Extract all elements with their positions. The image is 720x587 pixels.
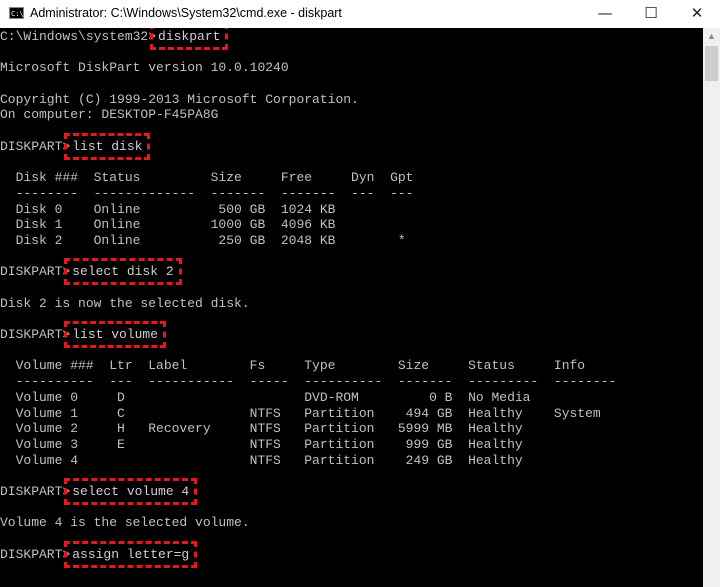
console-output[interactable]: C:\Windows\system32> diskpart Microsoft Di…: [0, 28, 703, 587]
output-line: ---------- --- ----------- ----- -------…: [0, 374, 617, 390]
highlighted-command: select disk 2: [64, 258, 182, 286]
prompt: DISKPART>: [0, 483, 71, 499]
prompt: DISKPART>: [0, 327, 71, 343]
window-title: Administrator: C:\Windows\System32\cmd.e…: [30, 6, 342, 20]
scroll-up-icon[interactable]: ▲: [707, 31, 716, 41]
output-line: Disk ### Status Size Free Dyn Gpt: [0, 170, 414, 186]
command-line: DISKPART> list volume: [0, 321, 616, 349]
prompt: C:\Windows\system32>: [0, 29, 157, 44]
cmd-icon: C:\: [9, 7, 24, 19]
output-line: [0, 45, 616, 61]
command-line: DISKPART> assign letter=g: [0, 540, 616, 568]
highlighted-command: list disk: [64, 132, 151, 160]
console-lines: C:\Windows\system32> diskpart Microsoft Di…: [0, 28, 617, 568]
prompt: DISKPART>: [0, 546, 71, 562]
output-line: [0, 468, 616, 484]
output-line: [0, 311, 616, 327]
highlighted-command: select volume 4: [64, 477, 198, 505]
output-line: Disk 0 Online 500 GB 1024 KB: [0, 201, 336, 217]
scrollbar-thumb[interactable]: [705, 46, 718, 81]
output-line: Volume 0 D DVD-ROM 0 B No Media: [0, 389, 531, 405]
output-line: [0, 500, 616, 516]
output-line: Disk 1 Online 1000 GB 4096 KB: [0, 217, 336, 233]
output-line: [0, 531, 616, 547]
output-line: Disk 2 Online 250 GB 2048 KB *: [0, 232, 406, 248]
vertical-scrollbar[interactable]: ▲: [703, 28, 720, 587]
output-line: Volume 2 H Recovery NTFS Partition 5999 …: [0, 421, 523, 437]
command-line: C:\Windows\system32> diskpart: [0, 28, 616, 50]
output-line: [0, 76, 616, 92]
highlighted-command: diskpart: [149, 28, 229, 50]
command-line: DISKPART> select volume 4: [0, 477, 616, 505]
title-bar: C:\ Administrator: C:\Windows\System32\c…: [0, 0, 720, 28]
maximize-button[interactable]: ☐: [644, 4, 658, 22]
output-line: Volume 1 C NTFS Partition 494 GB Healthy…: [0, 405, 601, 421]
output-line: On computer: DESKTOP-F45PA8G: [0, 107, 219, 123]
output-line: [0, 155, 616, 171]
output-line: Microsoft DiskPart version 10.0.10240: [0, 60, 289, 76]
output-line: Volume 3 E NTFS Partition 999 GB Healthy: [0, 436, 523, 452]
command-line: DISKPART> select disk 2: [0, 258, 616, 286]
output-line: Copyright (C) 1999-2013 Microsoft Corpor…: [0, 91, 359, 107]
output-line: Volume ### Ltr Label Fs Type Size Status…: [0, 358, 586, 374]
output-line: [0, 343, 616, 359]
output-line: [0, 123, 616, 139]
output-line: -------- ------------- ------- ------- -…: [0, 185, 414, 201]
close-button[interactable]: ✕: [690, 4, 704, 22]
highlighted-command: list volume: [64, 321, 167, 349]
prompt: DISKPART>: [0, 138, 71, 154]
command-line: DISKPART> list disk: [0, 132, 616, 160]
output-line: Volume 4 NTFS Partition 249 GB Healthy: [0, 452, 523, 468]
prompt: DISKPART>: [0, 264, 71, 280]
output-line: Volume 4 is the selected volume.: [0, 515, 250, 531]
output-line: Disk 2 is now the selected disk.: [0, 295, 250, 311]
minimize-button[interactable]: —: [597, 4, 613, 22]
output-line: [0, 249, 616, 265]
highlighted-command: assign letter=g: [64, 540, 198, 568]
output-line: [0, 280, 616, 296]
